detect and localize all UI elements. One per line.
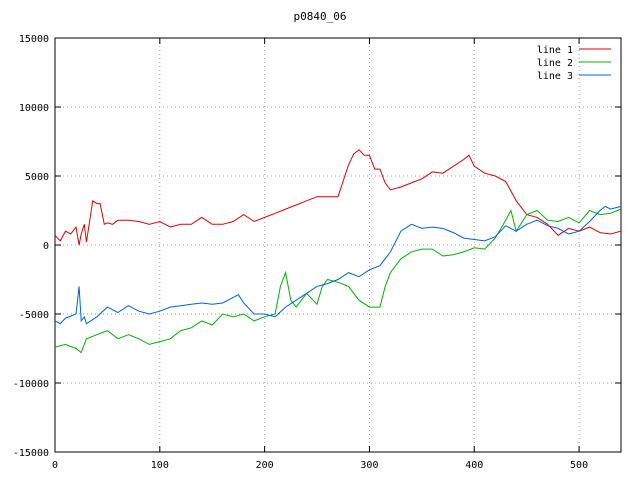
series-line-3 — [54, 205, 622, 325]
legend-label: line 2 — [537, 58, 573, 69]
y-tick-label: -10000 — [13, 379, 49, 390]
series-line-2 — [54, 208, 622, 354]
x-tick-label: 100 — [151, 460, 169, 471]
x-tick-label: 300 — [360, 460, 378, 471]
x-tick-label: 0 — [52, 460, 58, 471]
y-tick-label: -5000 — [19, 310, 49, 321]
legend-label: line 3 — [537, 71, 573, 82]
y-tick-label: 0 — [43, 241, 49, 252]
x-tick-label: 200 — [256, 460, 274, 471]
legend-label: line 1 — [537, 45, 573, 56]
y-tick-label: -15000 — [13, 448, 49, 459]
x-tick-label: 400 — [465, 460, 483, 471]
y-tick-label: 5000 — [25, 172, 49, 183]
series-line-1 — [54, 149, 622, 246]
x-tick-label: 500 — [570, 460, 588, 471]
y-tick-label: 15000 — [19, 34, 49, 45]
y-tick-label: 10000 — [19, 103, 49, 114]
chart-title: p0840_06 — [293, 10, 347, 23]
